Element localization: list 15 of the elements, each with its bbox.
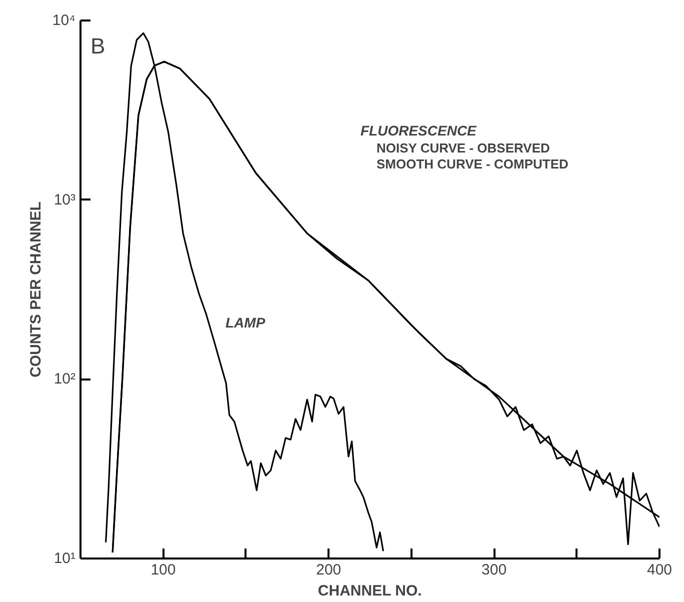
annotation: LAMP (226, 314, 266, 330)
x-tick-label: 100 (150, 562, 176, 578)
y-tick-label: 10³ (54, 191, 76, 208)
y-axis-title: COUNTS PER CHANNEL (27, 202, 44, 378)
x-axis-title: CHANNEL NO. (318, 582, 422, 600)
y-tick-label: 10¹ (54, 550, 76, 567)
annotation: NOISY CURVE - OBSERVED (376, 140, 550, 156)
x-tick-label: 200 (316, 562, 342, 578)
y-tick-label: 10² (54, 370, 76, 388)
annotation: SMOOTH CURVE - COMPUTED (376, 156, 568, 172)
y-tick-label: 10⁴ (52, 12, 76, 29)
annotation: FLUORESCENCE (360, 122, 478, 138)
x-tick-label: 400 (646, 562, 672, 578)
x-tick-label: 300 (482, 562, 507, 578)
annotation: B (90, 34, 106, 58)
